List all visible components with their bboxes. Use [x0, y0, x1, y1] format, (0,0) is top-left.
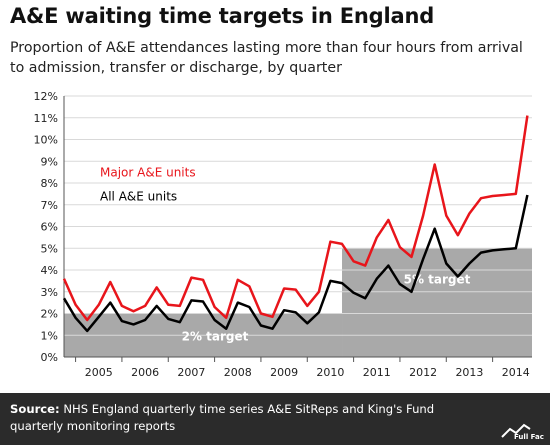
x-tick-label: 2005	[85, 366, 113, 379]
y-tick-label: 12%	[34, 90, 58, 103]
source-footer: Source: NHS England quarterly time serie…	[0, 393, 550, 445]
y-tick-label: 4%	[41, 264, 58, 277]
y-tick-label: 6%	[41, 221, 58, 234]
y-tick-label: 10%	[34, 134, 58, 147]
series-label-2: All A&E units	[100, 189, 177, 203]
x-tick-label: 2009	[270, 366, 298, 379]
source-note: Source: NHS England quarterly time serie…	[10, 401, 490, 435]
x-tick-label: 2012	[409, 366, 437, 379]
series-line-1	[62, 115, 529, 322]
target-label-2: 5% target	[404, 273, 471, 287]
line-chart: 0% 1% 2% 3% 4% 5% 6% 7% 8% 9% 10% 11% 12% 2005 2006 200…	[34, 90, 532, 379]
logo-text: Full Fact	[514, 433, 544, 441]
x-tick-label: 2011	[363, 366, 391, 379]
full-fact-logo: Full Fact	[501, 423, 544, 441]
x-tick-label: 2010	[316, 366, 344, 379]
y-tick-label: 0%	[41, 351, 58, 364]
y-tick-label: 7%	[41, 199, 58, 212]
source-text: NHS England quarterly time series A&E Si…	[10, 402, 435, 433]
series-label-1: Major A&E units	[100, 165, 196, 179]
series-line-2	[62, 194, 529, 333]
source-label: Source:	[10, 402, 60, 416]
target-label-1: 2% target	[182, 329, 249, 343]
chart-title: A&E waiting time targets in England	[10, 4, 435, 28]
y-tick-label: 3%	[41, 286, 58, 299]
x-tick-label: 2007	[177, 366, 205, 379]
y-tick-label: 9%	[41, 155, 58, 168]
x-tick-label: 2014	[502, 366, 530, 379]
y-tick-label: 2%	[41, 308, 58, 321]
y-tick-label: 8%	[41, 177, 58, 190]
x-tick-label: 2013	[455, 366, 483, 379]
y-tick-label: 1%	[41, 329, 58, 342]
y-tick-label: 11%	[34, 112, 58, 125]
y-tick-label: 5%	[41, 242, 58, 255]
x-tick-label: 2006	[131, 366, 159, 379]
target-area-2	[342, 248, 532, 357]
x-tick-label: 2008	[224, 366, 252, 379]
chart-subtitle: Proportion of A&E attendances lasting mo…	[10, 40, 523, 76]
